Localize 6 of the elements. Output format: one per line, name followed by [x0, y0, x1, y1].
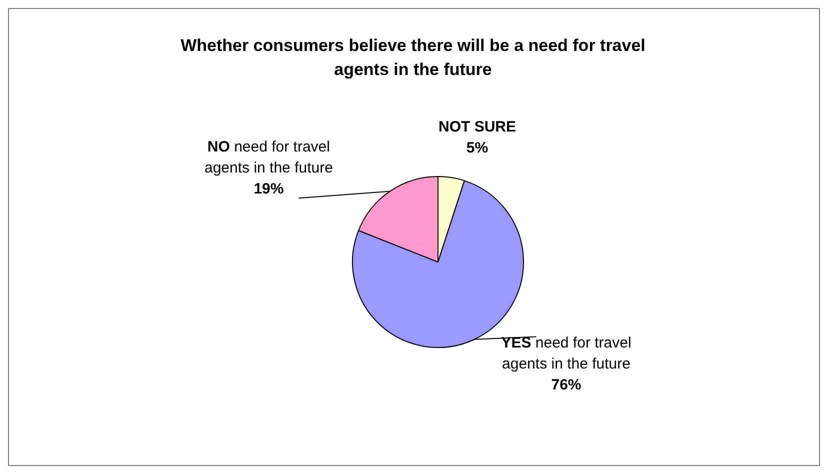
data-label: 5% — [466, 140, 488, 157]
chart-title: Whether consumers believe there will be a need for travel agents in the future — [180, 35, 646, 81]
slice-label: NOT SURE — [438, 118, 516, 136]
data-label: 76% — [551, 376, 582, 394]
data-label: 19% — [254, 180, 284, 198]
category-label: NO need for travel agents in the future — [204, 138, 333, 177]
